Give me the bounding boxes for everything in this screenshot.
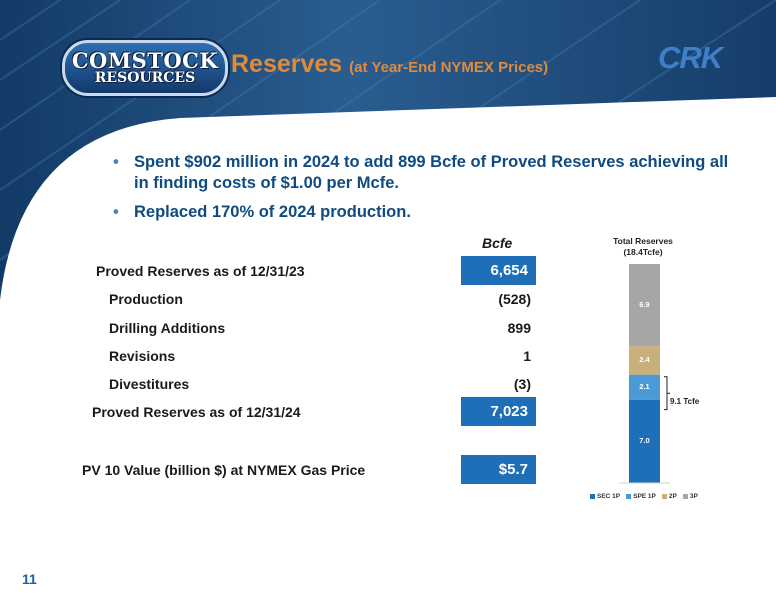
bar-value-label: 7.0 bbox=[639, 436, 650, 446]
chart-legend: SEC 1P SPE 1P 2P 3P bbox=[590, 493, 698, 500]
row-label-pv10: PV 10 Value (billion $) at NYMEX Gas Pri… bbox=[82, 462, 366, 478]
legend-label: 3P bbox=[689, 493, 698, 500]
row-label-divestitures: Divestitures bbox=[109, 376, 190, 392]
bullet-list: Spent $902 million in 2024 to add 899 Bc… bbox=[113, 152, 743, 231]
slide-title-main: Reserves bbox=[231, 50, 343, 78]
bracket-annotation-label: 9.1 Tcfe bbox=[670, 397, 700, 406]
table-header-unit: Bcfe bbox=[482, 235, 513, 251]
slide-title: Reserves (at Year-End NYMEX Prices) bbox=[231, 50, 548, 79]
logo-text-bottom: RESOURCES bbox=[94, 70, 196, 86]
bar-value-label: 6.9 bbox=[639, 300, 650, 310]
company-logo: COMSTOCK RESOURCES bbox=[62, 40, 228, 96]
slide-title-sub: (at Year-End NYMEX Prices) bbox=[349, 59, 549, 76]
bullet-item: Spent $902 million in 2024 to add 899 Bc… bbox=[113, 152, 743, 194]
page-number: 11 bbox=[22, 571, 37, 587]
row-value-drilling-additions: 899 bbox=[507, 320, 531, 336]
brand-ticker-logo: CRK bbox=[658, 40, 723, 75]
legend-label: SEC 1P bbox=[597, 493, 621, 500]
logo-text-top: COMSTOCK bbox=[71, 48, 219, 73]
row-label-production: Production bbox=[109, 291, 183, 307]
chart-title: Total Reserves (18.4Tcfe) bbox=[598, 236, 688, 258]
chart-title-main: Total Reserves bbox=[613, 236, 673, 246]
chart-title-total: (18.4Tcfe) bbox=[623, 247, 663, 257]
legend-swatch bbox=[590, 494, 595, 499]
row-value-production: (528) bbox=[498, 291, 531, 307]
row-value-proved-2023: 6,654 bbox=[461, 256, 536, 285]
bullet-item: Replaced 170% of 2024 production. bbox=[113, 202, 743, 223]
row-label-revisions: Revisions bbox=[109, 348, 176, 364]
row-label-drilling-additions: Drilling Additions bbox=[109, 320, 226, 336]
row-value-pv10: $5.7 bbox=[461, 455, 536, 484]
legend-item-spe-1p: SPE 1P bbox=[626, 493, 656, 500]
legend-label: 2P bbox=[668, 493, 677, 500]
legend-swatch bbox=[626, 494, 632, 499]
legend-swatch bbox=[682, 494, 688, 499]
row-label-proved-2023: Proved Reserves as of 12/31/23 bbox=[96, 263, 305, 279]
row-label-proved-2024: Proved Reserves as of 12/31/24 bbox=[92, 404, 301, 420]
legend-item-3p: 3P bbox=[682, 493, 698, 500]
legend-label: SPE 1P bbox=[633, 493, 656, 500]
row-value-proved-2024: 7,023 bbox=[461, 397, 536, 426]
legend-item-2p: 2P bbox=[661, 493, 677, 500]
bar-value-label: 2.4 bbox=[639, 355, 650, 365]
row-value-revisions: 1 bbox=[523, 348, 531, 364]
legend-swatch bbox=[661, 494, 667, 499]
row-value-divestitures: (3) bbox=[513, 376, 531, 392]
legend-item-sec-1p: SEC 1P bbox=[590, 493, 620, 500]
bar-value-label: 2.1 bbox=[639, 382, 650, 392]
